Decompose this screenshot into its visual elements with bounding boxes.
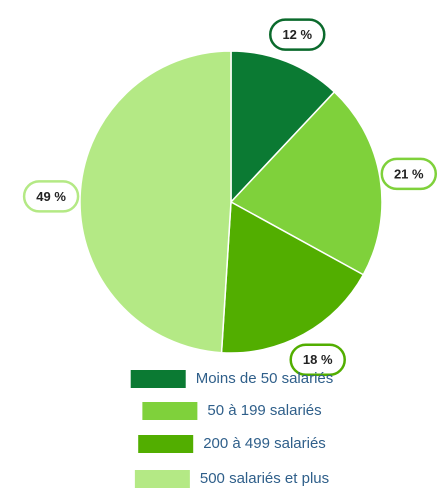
value-label: 21 % bbox=[394, 166, 424, 181]
legend-item: 50 à 199 salariés bbox=[142, 402, 322, 420]
legend-label: 50 à 199 salariés bbox=[207, 402, 321, 419]
legend-label: Moins de 50 salariés bbox=[196, 370, 334, 387]
label-box bbox=[380, 157, 438, 191]
pie-slice bbox=[230, 50, 336, 204]
legend-swatch bbox=[142, 402, 198, 420]
value-label: 49 % bbox=[36, 189, 66, 204]
label-box bbox=[289, 343, 346, 376]
label-box bbox=[269, 18, 326, 51]
legend-swatch bbox=[130, 370, 186, 388]
legend-swatch bbox=[134, 470, 190, 488]
legend-label: 500 salariés et plus bbox=[200, 470, 329, 487]
pie-slice bbox=[220, 200, 365, 354]
legend-item: 500 salariés et plus bbox=[134, 470, 329, 488]
legend-swatch bbox=[138, 435, 194, 453]
pie-slice bbox=[79, 50, 232, 354]
legend-item: Moins de 50 salariés bbox=[130, 370, 334, 388]
pie-slice bbox=[229, 90, 383, 276]
legend-item: 200 à 499 salariés bbox=[138, 435, 326, 453]
value-label: 18 % bbox=[303, 352, 333, 367]
legend-label: 200 à 499 salariés bbox=[203, 435, 326, 452]
label-box bbox=[22, 180, 80, 213]
value-label: 12 % bbox=[282, 27, 312, 42]
